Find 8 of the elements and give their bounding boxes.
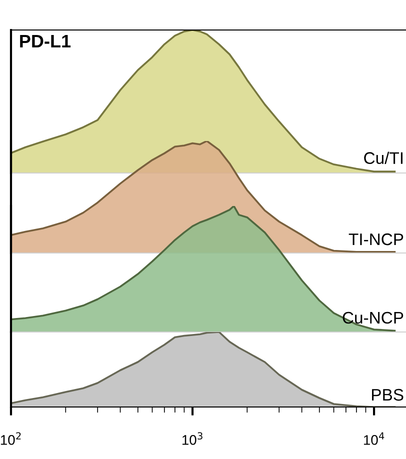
x-tick-label: 10$^{3}$: [182, 432, 202, 445]
series-label: PBS: [372, 388, 404, 401]
series-label: TI-NCP: [348, 233, 404, 246]
x-tick-label: 10$^{2}$: [0, 432, 21, 445]
series-label: Cu-NCP: [342, 312, 404, 324]
series-label: Cu/TI: [364, 152, 402, 164]
chart-title: PD-L1: [20, 34, 71, 48]
x-tick-label: 10$^{4}$: [364, 432, 384, 445]
